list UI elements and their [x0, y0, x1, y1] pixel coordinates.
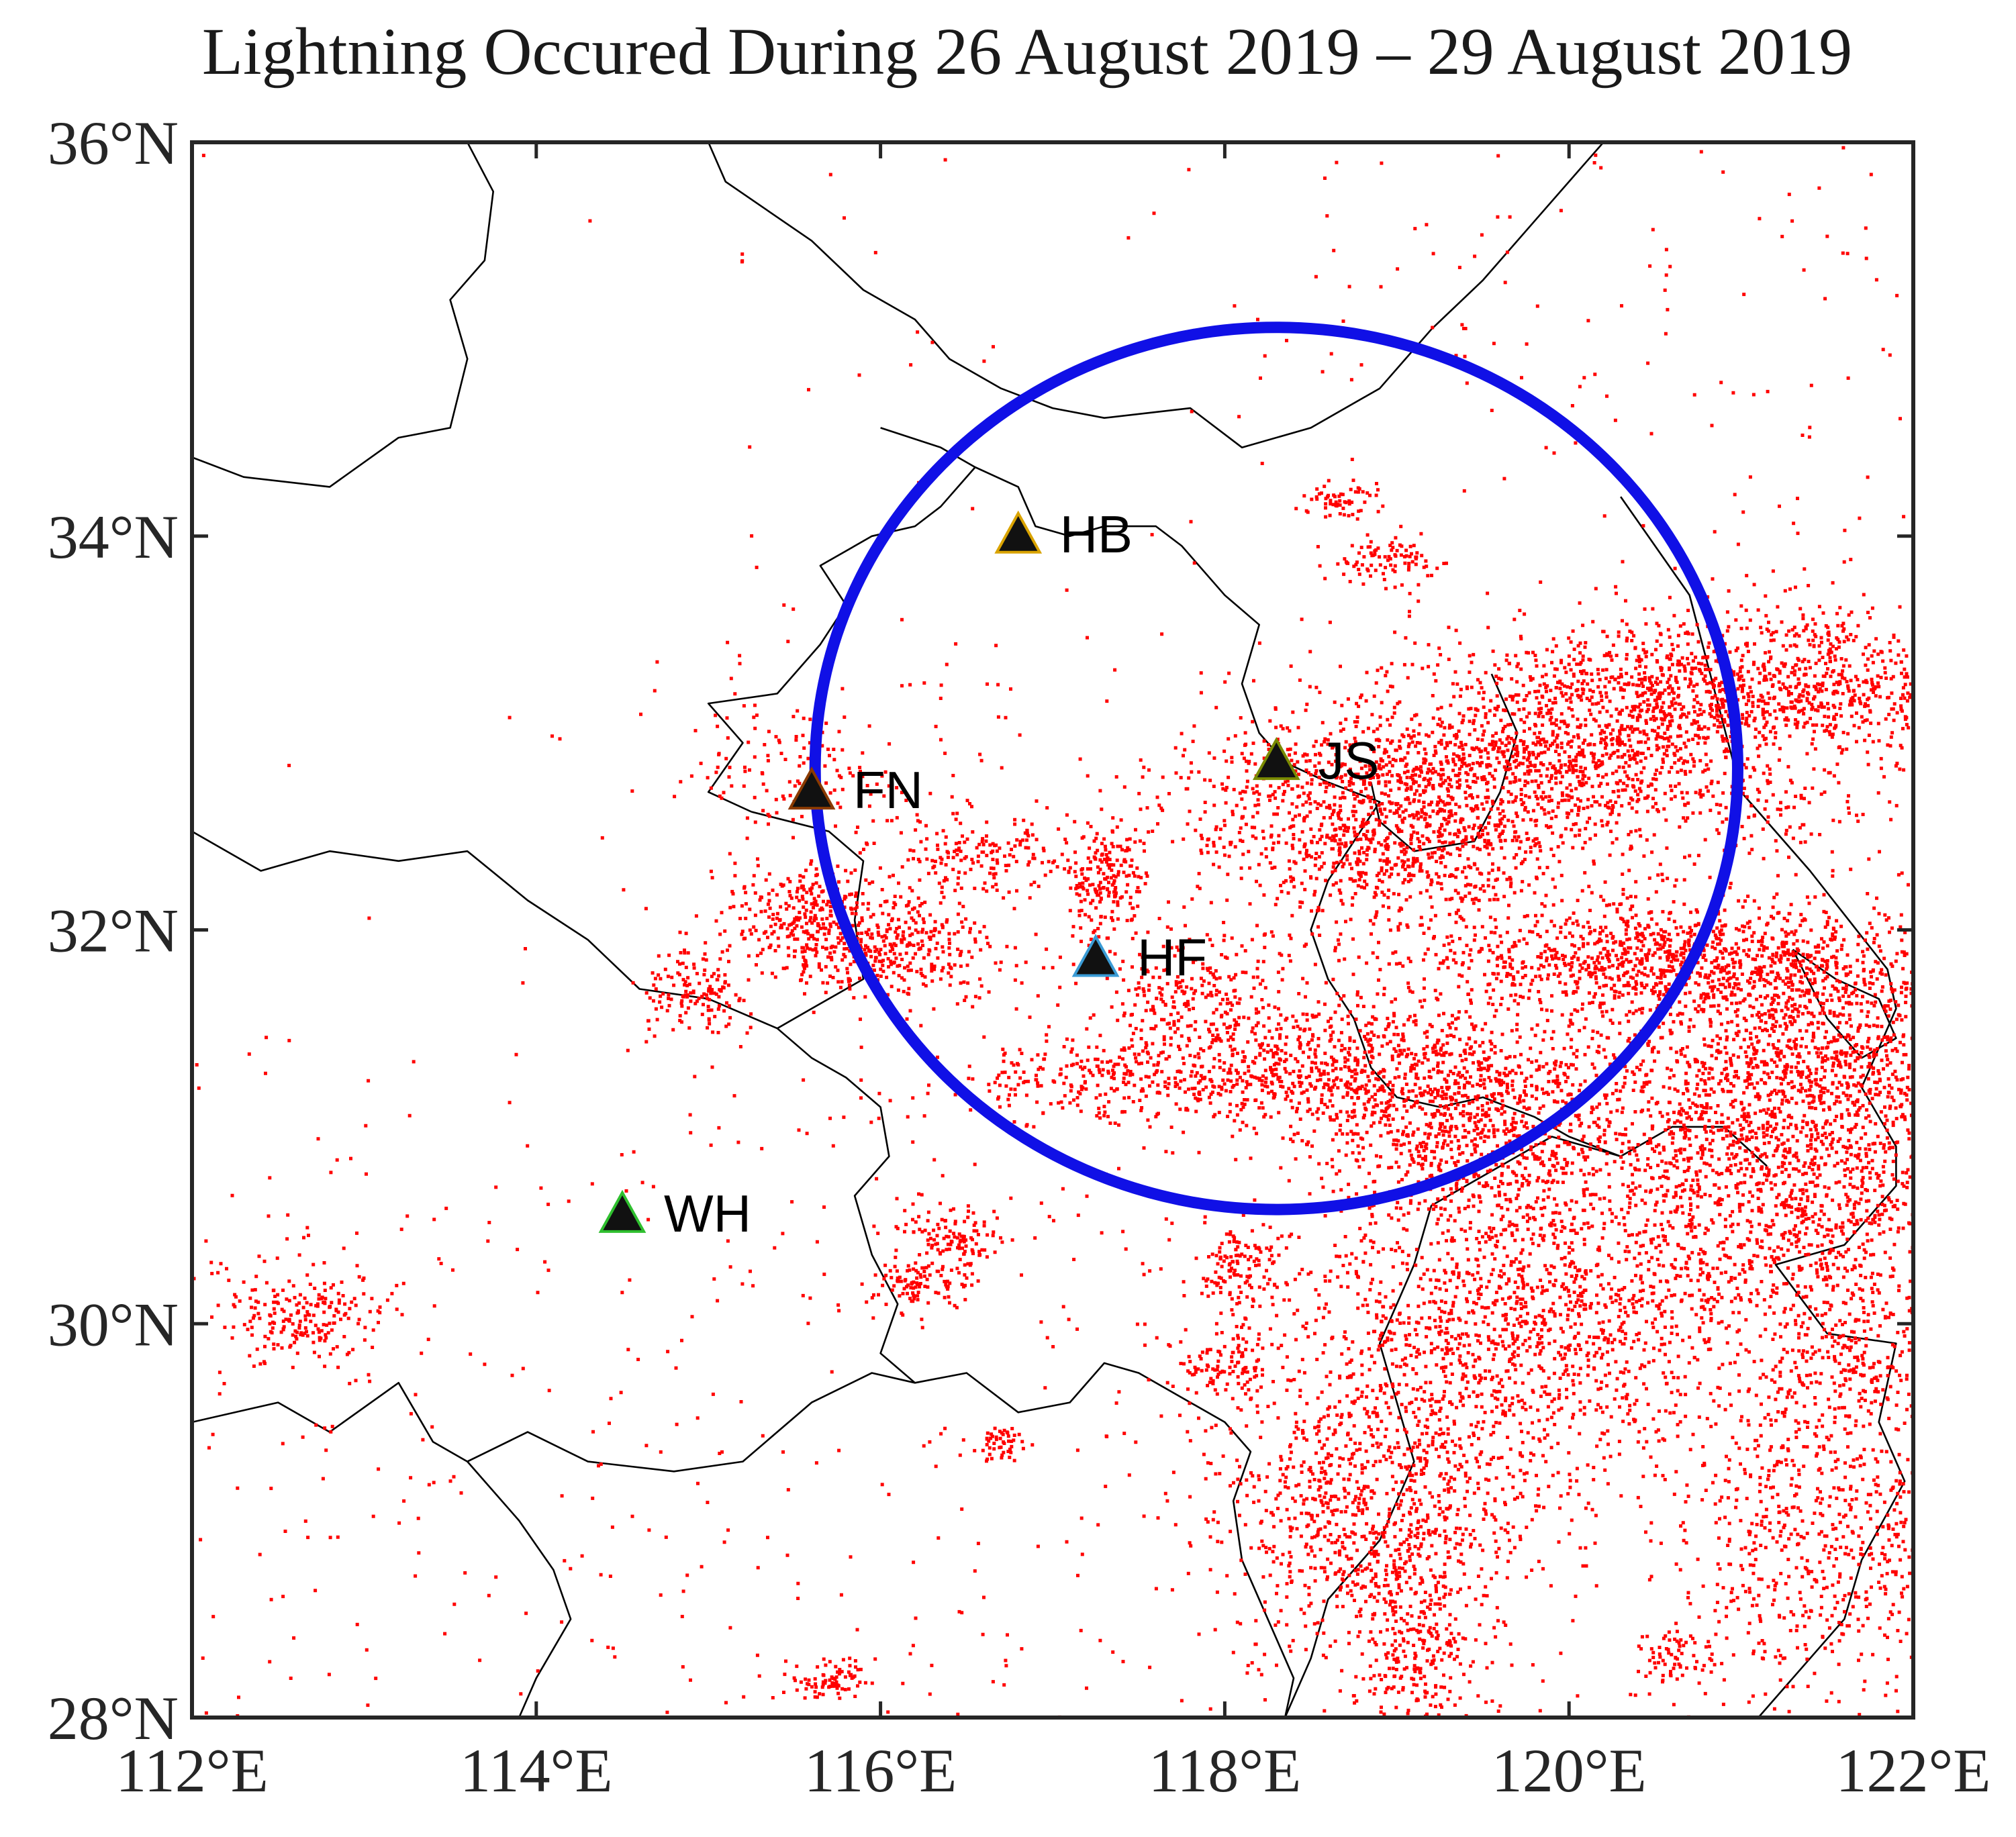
boundary-line-3 — [707, 466, 976, 813]
station-label: JS — [1318, 731, 1379, 790]
y-tick-label: 36°N — [48, 109, 179, 177]
y-tick-label: 34°N — [48, 503, 179, 571]
lightning-points — [192, 146, 1913, 1718]
x-tick-label: 120°E — [1492, 1736, 1647, 1805]
stations: HB FN JS HF WH — [598, 505, 1379, 1243]
station-marker-icon — [1252, 736, 1300, 781]
x-tick-label: 112°E — [115, 1736, 269, 1805]
station-wh: WH — [598, 1184, 751, 1243]
station-label: WH — [664, 1184, 751, 1243]
boundary-line-4 — [751, 811, 1295, 1718]
station-marker-icon — [598, 1189, 646, 1233]
chart-title: Lightning Occured During 26 August 2019 … — [202, 14, 1852, 89]
station-marker-icon — [1071, 934, 1120, 977]
y-tick-label: 30°N — [48, 1290, 179, 1358]
boundary-line-5 — [192, 830, 778, 1030]
station-marker-icon — [994, 510, 1043, 554]
x-axis-ticks: 112°E 114°E 116°E 118°E 120°E 122°E — [115, 142, 1991, 1805]
x-tick-label: 116°E — [804, 1736, 957, 1805]
station-hb: HB — [994, 505, 1133, 564]
boundary-line-1 — [708, 142, 1604, 448]
station-label: HB — [1060, 505, 1133, 564]
y-axis-ticks: 28°N 30°N 32°N 34°N 36°N — [48, 109, 1913, 1752]
station-fn: FN — [787, 760, 923, 820]
station-label: HF — [1137, 928, 1207, 987]
station-marker-icon — [787, 766, 836, 810]
range-circle — [809, 321, 1743, 1215]
x-tick-label: 114°E — [460, 1736, 613, 1805]
x-tick-label: 118°E — [1149, 1736, 1302, 1805]
boundary-line-0 — [192, 142, 494, 488]
boundary-line-7 — [467, 1460, 572, 1718]
station-hf: HF — [1071, 928, 1207, 987]
x-tick-label: 122°E — [1836, 1736, 1991, 1805]
station-label: FN — [853, 760, 923, 820]
station-js: JS — [1252, 731, 1379, 790]
detection-range-circle — [809, 321, 1743, 1215]
y-tick-label: 28°N — [48, 1684, 179, 1752]
y-tick-label: 32°N — [48, 897, 179, 965]
lightning-strikes — [192, 146, 1913, 1718]
